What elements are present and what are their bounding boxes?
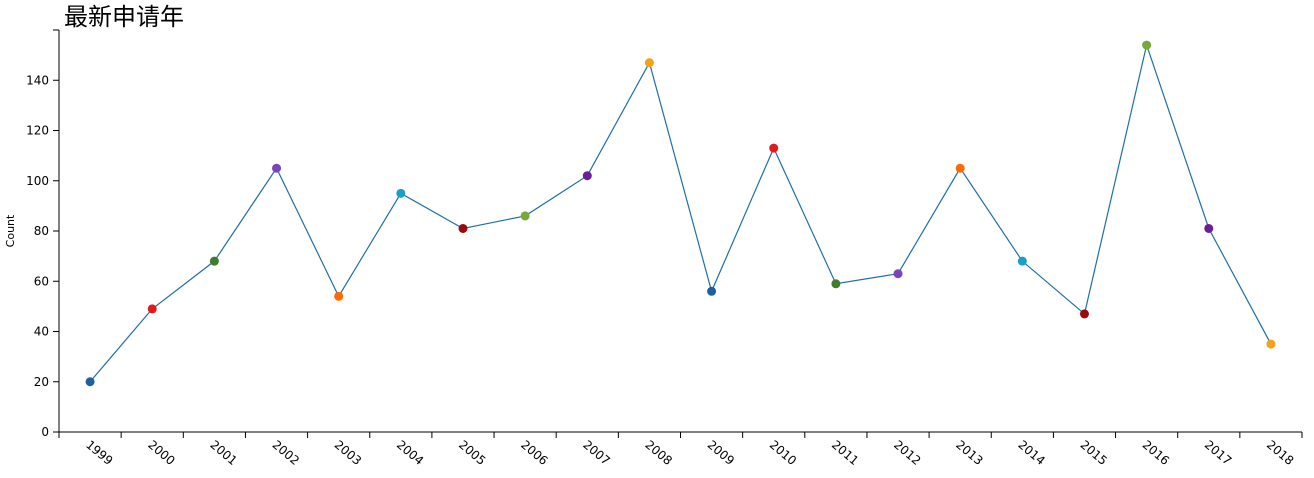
x-tick-label: 2006	[518, 438, 550, 468]
data-point	[272, 163, 282, 173]
x-tick-label: 2008	[642, 438, 674, 468]
data-point	[831, 279, 841, 289]
x-tick-label: 2001	[207, 438, 239, 468]
data-point	[458, 223, 468, 233]
y-tick-label: 40	[34, 325, 49, 339]
data-point	[1079, 309, 1089, 319]
y-tick-label: 20	[34, 375, 49, 389]
y-tick-label: 140	[26, 73, 49, 87]
data-point	[955, 163, 965, 173]
y-tick-label: 80	[34, 224, 49, 238]
y-axis: 0 20 40 60 80 100 120 140	[26, 29, 60, 439]
x-tick-label: 2014	[1015, 438, 1047, 468]
x-tick-label: 2016	[1140, 438, 1172, 468]
x-tick-label: 2018	[1264, 438, 1296, 468]
y-axis-title: Count	[4, 214, 17, 247]
series-line	[89, 42, 1272, 383]
data-point	[1204, 223, 1214, 233]
x-tick-label: 2005	[456, 438, 488, 468]
x-tick-label: 2003	[332, 438, 364, 468]
x-tick-label: 2004	[394, 438, 426, 468]
x-tick-label: 2007	[580, 438, 612, 468]
x-tick-label: 2002	[270, 438, 302, 468]
x-tick-label: 2010	[767, 438, 799, 468]
data-point	[520, 211, 530, 221]
data-point	[582, 171, 592, 181]
x-tick-label: 2011	[829, 438, 861, 468]
x-tick-label: 2013	[953, 438, 985, 468]
data-point	[1142, 40, 1152, 50]
data-point	[147, 304, 157, 314]
data-point	[85, 377, 95, 387]
series-points	[85, 40, 1276, 387]
x-axis: 1999 2000 2001 2002 2003 2004 2005 2006 2007 2008…	[58, 431, 1303, 468]
series-lines	[89, 42, 1272, 383]
data-point	[1017, 256, 1027, 266]
data-point	[707, 286, 717, 296]
y-tick-label: 100	[26, 174, 49, 188]
x-tick-label: 2017	[1202, 438, 1234, 468]
x-tick-label: 2009	[705, 438, 737, 468]
x-tick-label: 2012	[891, 438, 923, 468]
y-tick-label: 60	[34, 274, 49, 288]
x-tick-label: 2015	[1078, 438, 1110, 468]
y-tick-label: 0	[41, 425, 49, 439]
data-point	[1266, 339, 1276, 349]
chart-title: 最新申请年	[64, 3, 184, 31]
x-tick-label: 2000	[145, 438, 177, 468]
data-point	[769, 143, 779, 153]
data-point	[334, 291, 344, 301]
y-tick-label: 120	[26, 124, 49, 138]
data-point	[644, 58, 654, 68]
data-point	[893, 269, 903, 279]
x-tick-label: 1999	[83, 438, 115, 468]
data-point	[209, 256, 219, 266]
data-point	[396, 188, 406, 198]
